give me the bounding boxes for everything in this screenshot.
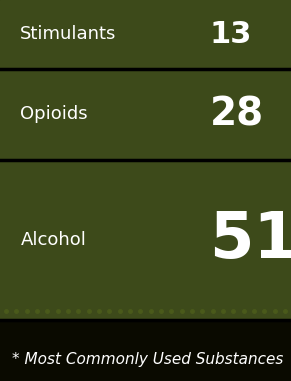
- Bar: [0, 0, 291, 69]
- Bar: [0, 160, 291, 320]
- Text: * Most Commonly Used Substances: * Most Commonly Used Substances: [12, 352, 283, 367]
- Text: Alcohol: Alcohol: [20, 231, 86, 249]
- Bar: [0, 320, 291, 381]
- Text: 51: 51: [210, 209, 291, 271]
- Text: Stimulants: Stimulants: [20, 25, 117, 43]
- Text: 28: 28: [210, 95, 264, 133]
- Bar: [0, 69, 291, 160]
- Text: Opioids: Opioids: [20, 105, 88, 123]
- Text: 13: 13: [210, 20, 252, 49]
